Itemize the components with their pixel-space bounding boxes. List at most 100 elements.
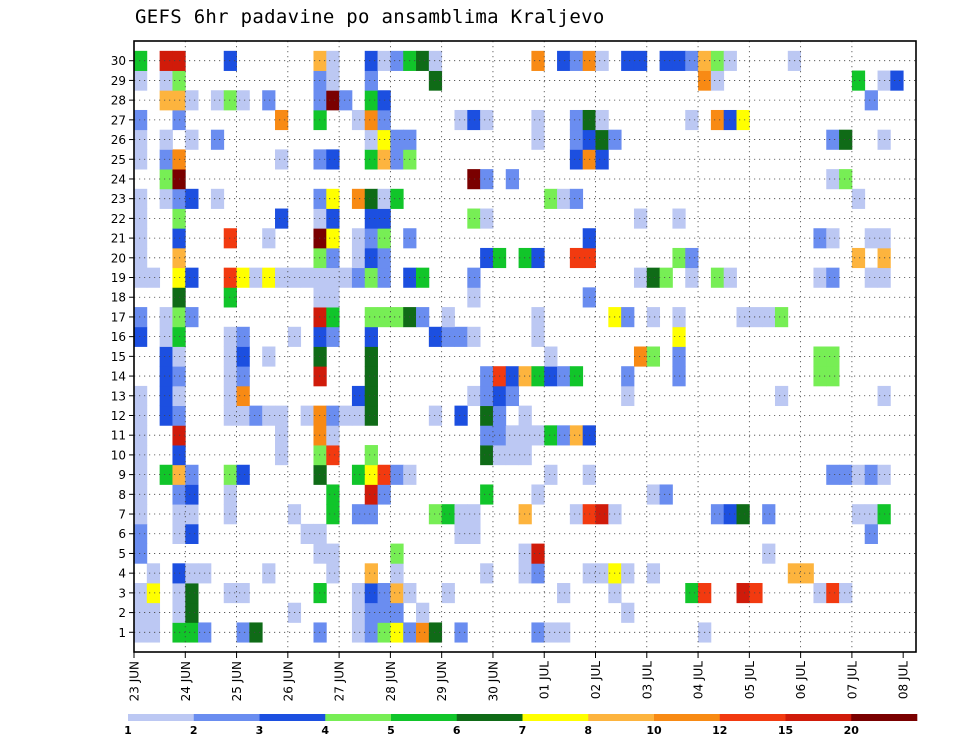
precip-cell (826, 464, 840, 485)
precip-cell (454, 622, 468, 643)
precip-cell (416, 602, 430, 623)
precip-cell (134, 188, 148, 209)
precip-cell (326, 445, 340, 466)
precip-cell (480, 425, 494, 446)
precip-cell (467, 523, 481, 544)
precip-cell (223, 267, 237, 288)
precip-cell (146, 267, 161, 288)
precip-cell (595, 149, 609, 170)
colorbar: 1 2 3 4 5 6 7 8 10 12 15 20 (124, 714, 918, 737)
x-tick-label: 26 JUN (281, 661, 295, 701)
precip-cell (326, 149, 340, 170)
precip-cell (364, 247, 378, 269)
precip-cell (569, 129, 584, 150)
precip-cell (774, 385, 789, 407)
precip-cell (646, 346, 661, 367)
x-tick-label: 04 JUL (692, 661, 706, 699)
precip-cell (723, 109, 737, 131)
precip-cell (275, 425, 289, 446)
precip-cell (326, 247, 340, 269)
precip-cell (544, 188, 558, 209)
colorbar-swatch (325, 714, 392, 721)
precip-cell (146, 563, 161, 584)
precip-cell (416, 267, 430, 288)
precip-cell (223, 228, 237, 249)
y-tick-label: 2 (118, 606, 126, 620)
precip-cell (364, 307, 378, 328)
x-tick-label: 29 JUN (435, 661, 449, 701)
precip-cell (159, 405, 173, 426)
precip-cell (864, 267, 878, 288)
precip-cell (326, 484, 340, 505)
precip-cell (621, 366, 635, 387)
precip-cell (646, 563, 661, 584)
precip-cell (685, 583, 699, 604)
precip-cell (569, 50, 584, 71)
precip-cell (134, 247, 148, 269)
precip-cell (134, 228, 148, 249)
precip-cell (364, 129, 378, 150)
precip-cell (544, 622, 558, 643)
precip-cell (326, 50, 340, 71)
precip-cell (826, 129, 840, 150)
x-tick-label: 05 JUL (743, 661, 757, 699)
precip-cell (351, 464, 366, 485)
precip-cell (364, 326, 378, 347)
precip-cell (569, 504, 584, 525)
precip-cell (364, 504, 378, 525)
x-tick-label: 06 JUL (794, 661, 808, 699)
precip-cell (531, 622, 545, 643)
precip-cell (595, 109, 609, 131)
precip-cell (275, 208, 289, 229)
precip-cell (262, 346, 276, 367)
precip-cell (236, 622, 250, 643)
precip-cell (326, 405, 340, 426)
precip-cell (134, 484, 148, 505)
precip-cell (441, 307, 455, 328)
precip-cell (467, 208, 481, 229)
precip-cell (633, 50, 648, 71)
precip-cell (159, 346, 173, 367)
precip-cell (839, 464, 853, 485)
precip-cell (544, 346, 558, 367)
y-tick-label: 15 (111, 350, 126, 364)
precip-cell (236, 385, 250, 407)
precip-cell (262, 563, 276, 584)
precip-cell (185, 504, 199, 525)
precip-cell (185, 563, 199, 584)
precip-cell (249, 405, 263, 426)
precip-cell (480, 484, 494, 505)
precip-cell (351, 109, 366, 131)
precip-cell (390, 583, 404, 604)
precip-cell (249, 267, 263, 288)
precip-cell (223, 385, 237, 407)
precip-cell (134, 149, 148, 170)
precip-cell (659, 267, 673, 288)
precip-cell (416, 622, 430, 643)
precip-cell (185, 622, 199, 643)
precip-cell (569, 149, 584, 170)
colorbar-label: 6 (453, 724, 461, 737)
precip-cell (685, 50, 699, 71)
precip-cell (223, 50, 237, 71)
y-tick-label: 3 (118, 586, 126, 600)
colorbar-label: 5 (387, 724, 395, 737)
precip-cell (390, 543, 404, 564)
precip-cell (364, 563, 378, 584)
precip-cell (428, 405, 443, 426)
precip-cell (326, 70, 340, 91)
y-tick-label: 5 (118, 547, 126, 561)
precip-cell (480, 563, 494, 584)
precip-cell (134, 70, 148, 91)
precip-cell (134, 464, 148, 485)
precip-cell (210, 188, 225, 209)
precip-cell (351, 247, 366, 269)
precip-cell (134, 583, 148, 604)
y-tick-label: 30 (111, 54, 126, 68)
precip-cell (851, 70, 866, 91)
chart-title: GEFS 6hr padavine po ansamblima Kraljevo (135, 6, 605, 28)
precip-cell (185, 188, 199, 209)
precip-cell (134, 208, 148, 229)
y-tick-label: 6 (118, 527, 126, 541)
